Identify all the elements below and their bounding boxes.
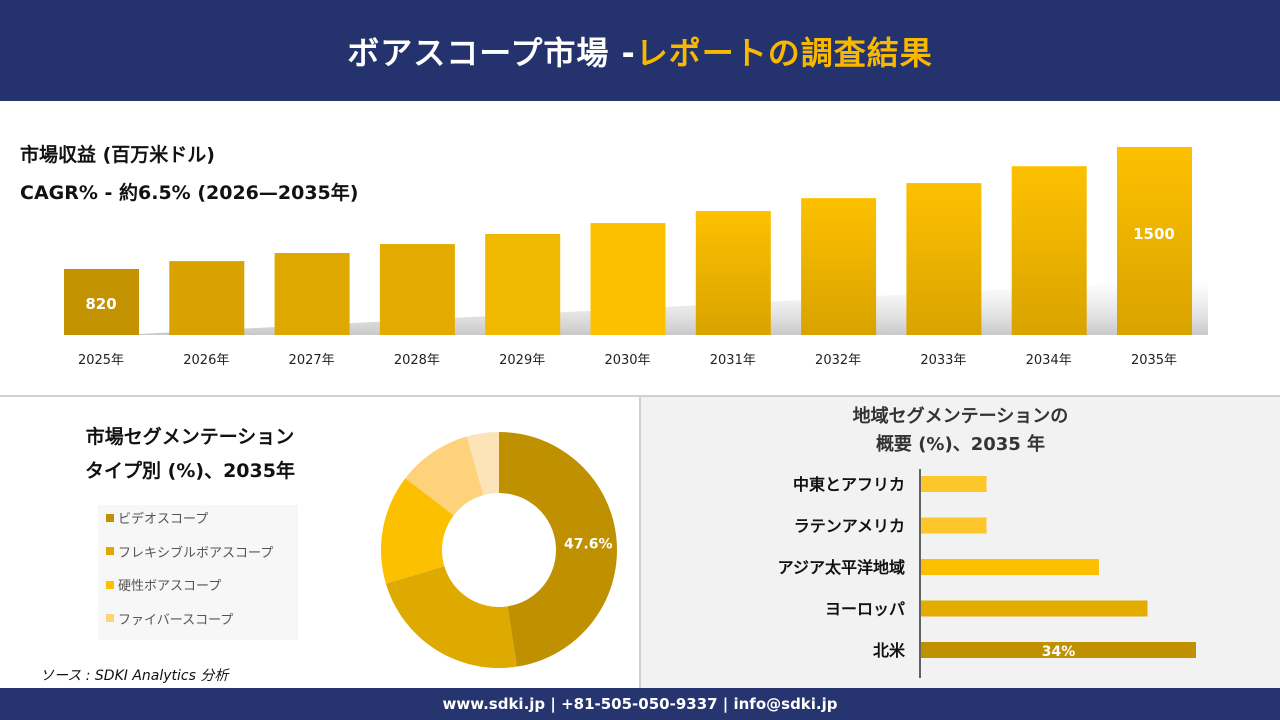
x-tick-label: 2035年 (1131, 353, 1177, 368)
cagr-text: CAGR% - 約6.5% (2026—2035年) (20, 182, 359, 204)
legend-swatch (106, 547, 114, 555)
legend-label: 硬性ボアスコープ (118, 579, 222, 594)
type-donut-chart: 47.6% (381, 432, 617, 668)
donut-legend: ビデオスコープフレキシブルボアスコープ 硬性ボアスコープ ファイバースコープ (98, 505, 298, 640)
x-tick-label: 2028年 (394, 353, 440, 368)
x-tick-label: 2026年 (183, 353, 229, 368)
region-title: 地域セグメンテーションの 概要 (%)、2035 年 (641, 403, 1280, 459)
revenue-bar-chart: 820 2025年 2026年 2027年 2028年 2029年 2030年 2031年 20… (64, 147, 1208, 368)
legend-item: ビデオスコープ (106, 508, 208, 527)
footer-contact: www.sdki.jp | +81-505-050-9337 | info@sd… (0, 688, 1280, 720)
x-tick-label: 2030年 (604, 353, 650, 368)
divider (0, 395, 1280, 397)
donut-data-label: 47.6% (564, 536, 613, 552)
x-tick-label: 2027年 (289, 353, 335, 368)
segment-title-line1: 市場セグメンテーション (85, 426, 295, 448)
x-tick-label: 2033年 (920, 353, 966, 368)
segment-title-line2: タイプ別 (%)、2035年 (85, 460, 295, 482)
legend-item: フレキシブルボアスコープ (106, 542, 273, 561)
region-label: ヨーロッパ (825, 600, 905, 619)
revenue-bar (906, 183, 982, 335)
region-label: 北米 (873, 641, 906, 660)
revenue-bar (590, 223, 666, 335)
region-bar (921, 600, 1148, 617)
revenue-bar (64, 269, 139, 335)
region-bar (921, 559, 1099, 575)
revenue-bar (169, 261, 245, 335)
page-title: ボアスコープ市場 - (347, 33, 636, 72)
legend-swatch (106, 580, 114, 589)
region-panel (641, 397, 1280, 688)
legend-swatch (106, 614, 114, 622)
x-tick-label: 2025年 (78, 353, 124, 368)
bar-data-label: 820 (85, 295, 116, 313)
x-tick-label: 2034年 (1026, 353, 1072, 368)
revenue-bar (1011, 166, 1087, 335)
region-bar (921, 517, 987, 534)
region-title-line1: 地域セグメンテーションの (852, 406, 1069, 427)
revenue-bar (801, 198, 877, 335)
legend-item: ファイバースコープ (106, 609, 233, 628)
legend-label: ビデオスコープ (118, 512, 209, 527)
donut-slice (405, 436, 484, 516)
donut-slice (381, 478, 454, 584)
divider (639, 397, 641, 688)
region-title-line2: 概要 (%)、2035 年 (875, 434, 1046, 455)
region-label: ラテンアメリカ (794, 517, 905, 536)
x-tick-label: 2029年 (499, 353, 545, 368)
donut-slice (466, 432, 499, 496)
region-bar (921, 476, 987, 492)
legend-label: フレキシブルボアスコープ (118, 545, 274, 561)
region-label: 中東とアフリカ (793, 475, 905, 494)
bar-data-label: 1500 (1133, 225, 1175, 243)
x-tick-label: 2031年 (710, 353, 756, 368)
region-bar (921, 642, 1196, 658)
revenue-bar (1117, 147, 1192, 335)
legend-item: 硬性ボアスコープ (106, 575, 221, 594)
donut-slice (499, 432, 617, 667)
revenue-title: 市場収益 (百万米ドル) (20, 144, 215, 166)
donut-slice (385, 566, 517, 668)
revenue-bar (379, 244, 455, 335)
x-tick-label: 2032年 (815, 353, 861, 368)
legend-swatch (106, 513, 114, 522)
revenue-bar (274, 253, 350, 335)
region-label: アジア太平洋地域 (778, 558, 905, 577)
header-banner: ボアスコープ市場 - レポートの調査結果 (0, 0, 1280, 101)
page-title-accent: レポートの調査結果 (635, 33, 933, 72)
source-note: ソース : SDKI Analytics 分析 (40, 668, 229, 684)
revenue-bar (485, 234, 561, 335)
region-data-label: 34% (1042, 644, 1076, 660)
revenue-bar (695, 211, 771, 335)
legend-label: ファイバースコープ (118, 612, 234, 628)
segment-title: 市場セグメンテーション タイプ別 (%)、2035年 (0, 420, 380, 488)
